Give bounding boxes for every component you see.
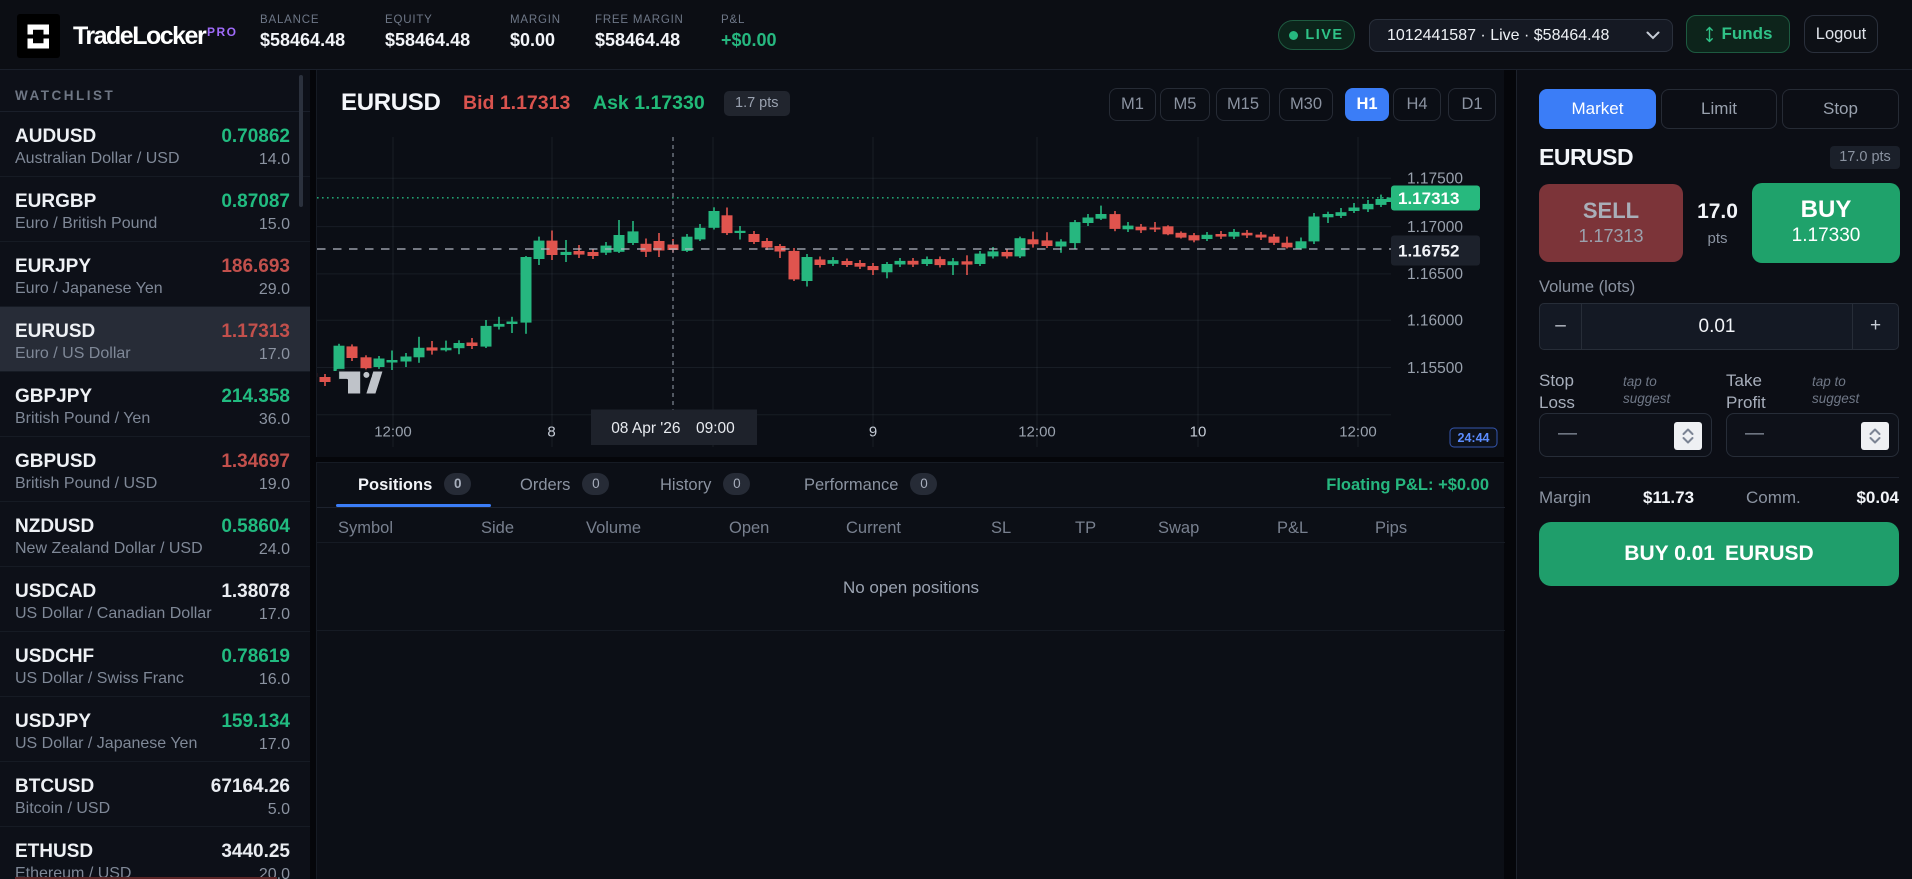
svg-text:10: 10 [1190,424,1207,441]
svg-text:12:00: 12:00 [1018,424,1056,441]
svg-text:08 Apr '26 09:00: 08 Apr '26 09:00 [611,420,735,437]
svg-text:12:00: 12:00 [1339,424,1377,441]
svg-text:8: 8 [547,424,555,441]
svg-text:24:44: 24:44 [1458,431,1490,445]
svg-text:9: 9 [869,424,877,441]
svg-text:1.16752: 1.16752 [1398,242,1459,261]
svg-text:1.15500: 1.15500 [1407,360,1463,377]
svg-text:1.16000: 1.16000 [1407,313,1463,330]
svg-text:12:00: 12:00 [374,424,412,441]
svg-text:1.17000: 1.17000 [1407,219,1463,236]
svg-text:1.17500: 1.17500 [1407,171,1463,188]
svg-text:1.16500: 1.16500 [1407,266,1463,283]
svg-text:1.17313: 1.17313 [1398,189,1459,208]
